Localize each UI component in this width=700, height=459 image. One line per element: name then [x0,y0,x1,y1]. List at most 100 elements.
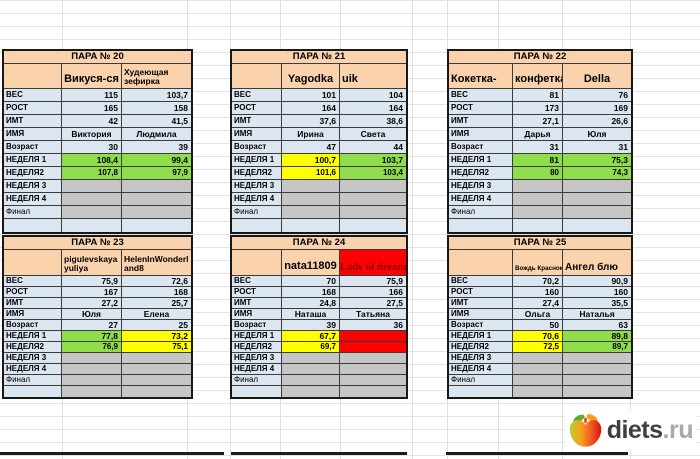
row-label-cell[interactable]: РОСТ [4,102,62,115]
participant1-name-cell[interactable]: конфетка [513,64,563,89]
participant1-name-cell[interactable]: nata11809 [282,250,340,276]
value-cell[interactable] [340,342,406,353]
participant1-name-cell[interactable]: pigulevskaya yuliya [62,250,122,276]
value-cell[interactable]: Ирина [282,128,340,141]
row-label-cell[interactable]: Возраст [449,141,513,154]
value-cell[interactable] [340,386,406,397]
participant1-name-cell[interactable]: Yagodka [282,64,340,89]
row-label-cell[interactable]: НЕДЕЛЯ 4 [4,364,62,375]
value-cell[interactable]: 75,9 [62,276,122,287]
value-cell[interactable]: 76 [563,89,631,102]
value-cell[interactable]: 67,7 [282,331,340,342]
row-label-cell[interactable]: Возраст [4,320,62,331]
row-label-cell[interactable]: НЕДЕЛЯ2 [232,167,282,180]
row-label-cell[interactable]: РОСТ [4,287,62,298]
row-label-cell[interactable]: НЕДЕЛЯ 3 [4,353,62,364]
value-cell[interactable]: 164 [282,102,340,115]
value-cell[interactable]: Виктория [62,128,122,141]
row-label-cell[interactable] [449,219,513,232]
value-cell[interactable] [513,364,563,375]
value-cell[interactable] [282,364,340,375]
row-label-cell[interactable]: ИМЯ [449,128,513,141]
value-cell[interactable]: 81 [513,154,563,167]
value-cell[interactable] [340,206,406,219]
row-label-cell[interactable]: НЕДЕЛЯ2 [232,342,282,353]
row-label-cell[interactable]: ВЕС [449,89,513,102]
row-label-cell[interactable]: НЕДЕЛЯ2 [4,342,62,353]
value-cell[interactable]: 27,5 [340,298,406,309]
value-cell[interactable]: 104 [340,89,406,102]
value-cell[interactable]: Наташа [282,309,340,320]
row-label-cell[interactable]: РОСТ [232,287,282,298]
row-label-cell[interactable]: ИМЯ [4,309,62,320]
row-label-cell[interactable] [232,386,282,397]
row-label-cell[interactable]: НЕДЕЛЯ 4 [449,364,513,375]
value-cell[interactable]: 89,8 [563,331,631,342]
row-label-cell[interactable]: ИМЯ [4,128,62,141]
row-label-cell[interactable]: ВЕС [4,89,62,102]
value-cell[interactable]: 77,8 [62,331,122,342]
row-label-cell[interactable]: НЕДЕЛЯ 4 [232,193,282,206]
value-cell[interactable]: 30 [62,141,122,154]
value-cell[interactable] [340,375,406,386]
value-cell[interactable]: 44 [340,141,406,154]
value-cell[interactable] [62,353,122,364]
participant2-name-cell[interactable]: Lady of dream [340,250,406,276]
value-cell[interactable]: 168 [122,287,191,298]
value-cell[interactable] [340,331,406,342]
corner-cell[interactable] [232,250,282,276]
row-label-cell[interactable]: НЕДЕЛЯ 1 [449,331,513,342]
participant2-name-cell[interactable]: uik [340,64,406,89]
value-cell[interactable]: 72,5 [513,342,563,353]
value-cell[interactable]: 100,7 [282,154,340,167]
value-cell[interactable] [62,206,122,219]
value-cell[interactable] [62,364,122,375]
value-cell[interactable]: 70,2 [513,276,563,287]
row-label-cell[interactable]: ВЕС [232,89,282,102]
value-cell[interactable]: 103,7 [122,89,191,102]
value-cell[interactable] [513,353,563,364]
value-cell[interactable]: 99,4 [122,154,191,167]
value-cell[interactable] [282,386,340,397]
participant2-name-cell[interactable]: Ангел блю [563,250,631,276]
value-cell[interactable] [563,206,631,219]
value-cell[interactable]: 72,6 [122,276,191,287]
value-cell[interactable]: 38,6 [340,115,406,128]
value-cell[interactable] [62,386,122,397]
value-cell[interactable] [282,353,340,364]
value-cell[interactable]: Татьяна [340,309,406,320]
value-cell[interactable] [122,353,191,364]
value-cell[interactable] [282,206,340,219]
value-cell[interactable] [122,193,191,206]
value-cell[interactable]: 70,6 [513,331,563,342]
row-label-cell[interactable]: ИМТ [232,298,282,309]
value-cell[interactable]: 39 [122,141,191,154]
value-cell[interactable]: 41,5 [122,115,191,128]
corner-cell[interactable] [449,250,513,276]
value-cell[interactable]: 31 [563,141,631,154]
row-label-cell[interactable]: НЕДЕЛЯ2 [4,167,62,180]
value-cell[interactable] [513,180,563,193]
row-label-cell[interactable]: ИМТ [232,115,282,128]
value-cell[interactable]: 166 [340,287,406,298]
value-cell[interactable] [340,364,406,375]
row-label-cell[interactable]: НЕДЕЛЯ 1 [4,331,62,342]
value-cell[interactable]: 169 [563,102,631,115]
value-cell[interactable] [340,219,406,232]
value-cell[interactable]: 25 [122,320,191,331]
value-cell[interactable] [122,386,191,397]
row-label-cell[interactable]: ИМТ [4,115,62,128]
corner-cell[interactable] [4,250,62,276]
row-label-cell[interactable]: НЕДЕЛЯ 3 [4,180,62,193]
value-cell[interactable]: 24,8 [282,298,340,309]
value-cell[interactable] [122,219,191,232]
row-label-cell[interactable]: НЕДЕЛЯ 1 [232,154,282,167]
row-label-cell[interactable]: НЕДЕЛЯ 1 [449,154,513,167]
row-label-cell[interactable]: Финал [449,206,513,219]
row-label-cell[interactable]: НЕДЕЛЯ 1 [4,154,62,167]
corner-cell[interactable]: Кокетка- [449,64,513,89]
value-cell[interactable] [282,219,340,232]
value-cell[interactable] [62,219,122,232]
value-cell[interactable]: 115 [62,89,122,102]
value-cell[interactable] [563,193,631,206]
